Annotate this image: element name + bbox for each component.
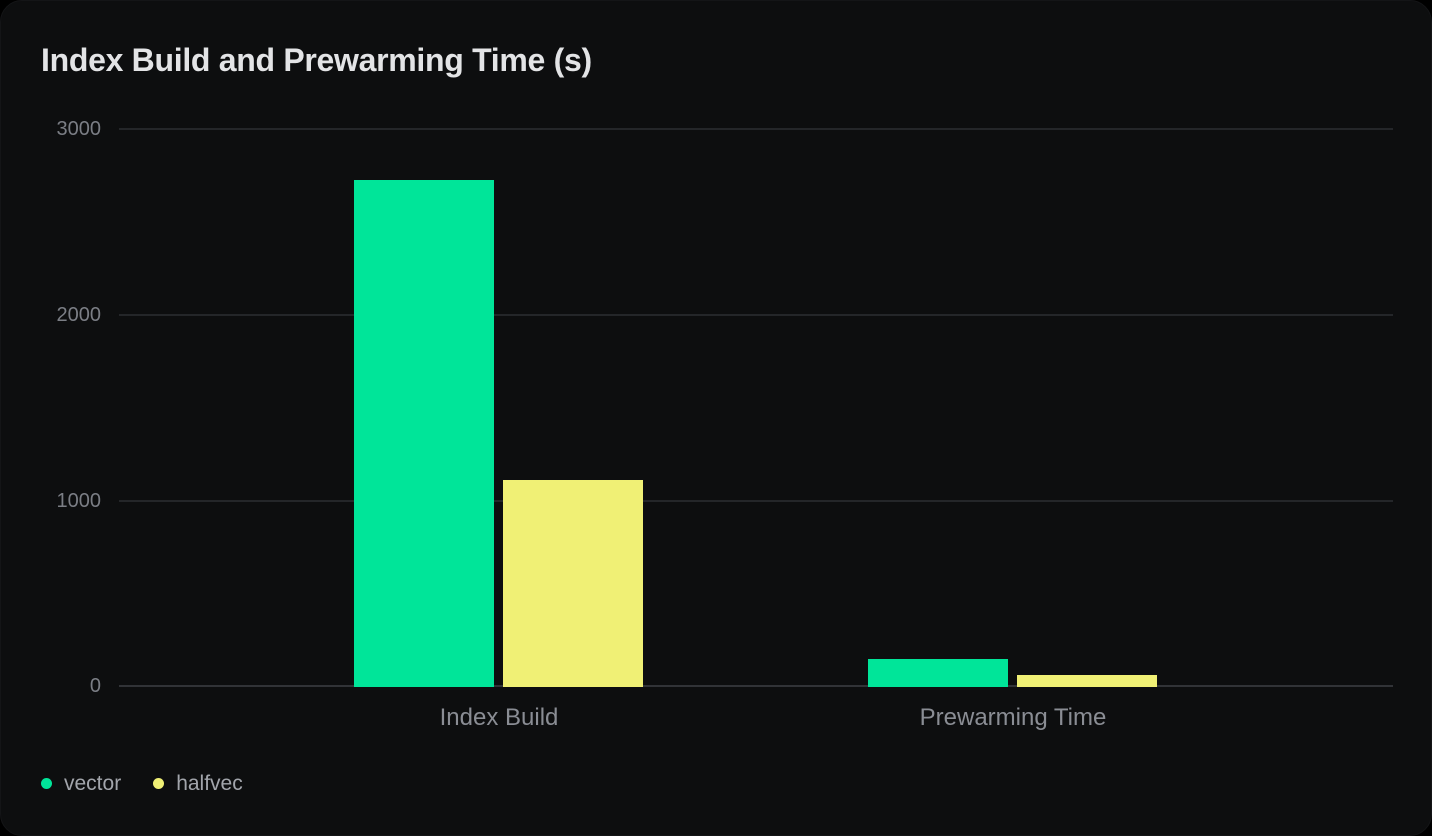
chart-title: Index Build and Prewarming Time (s) <box>41 42 592 78</box>
legend-dot-vector-icon <box>41 778 52 790</box>
y-tick-label-0: 0 <box>89 675 101 697</box>
bar-group-prewarming-time <box>868 128 1157 687</box>
bar-vector-index-build[interactable] <box>354 180 494 687</box>
legend-dot-halfvec-icon <box>153 778 165 790</box>
gridline-3000 <box>119 128 1393 130</box>
y-tick-label-1000: 1000 <box>56 490 102 512</box>
x-axis-line <box>119 685 1393 687</box>
legend-item-vector[interactable]: vector <box>41 771 121 796</box>
x-axis-label-index-build: Index Build <box>439 704 559 731</box>
y-tick-label-3000: 3000 <box>56 118 102 140</box>
y-tick-label-2000: 2000 <box>56 304 102 326</box>
gridline-2000 <box>119 314 1393 316</box>
bar-halfvec-prewarming-time[interactable] <box>1017 674 1157 687</box>
bar-group-index-build <box>354 128 643 687</box>
legend-label-halfvec: halfvec <box>176 772 243 795</box>
legend: vector halfvec <box>41 771 243 796</box>
plot-area: 3000 2000 1000 0 Index Build Prewarming … <box>57 119 1393 731</box>
x-axis-label-prewarming-time: Prewarming Time <box>919 704 1107 731</box>
bar-vector-prewarming-time[interactable] <box>868 659 1008 687</box>
legend-item-halfvec[interactable]: halfvec <box>153 771 243 796</box>
legend-label-vector: vector <box>64 772 122 795</box>
bar-halfvec-index-build[interactable] <box>503 480 643 687</box>
gridline-1000 <box>119 500 1393 502</box>
